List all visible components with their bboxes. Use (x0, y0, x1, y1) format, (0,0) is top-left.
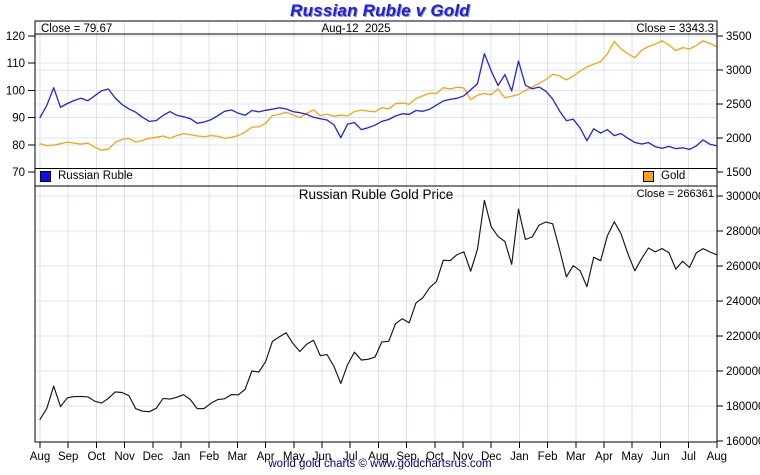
axis-tick-label: 90 (12, 113, 25, 125)
axis-tick-label: Dec (143, 451, 164, 463)
axis-tick-label: 120 (6, 31, 25, 43)
axis-tick-label: 1500 (726, 167, 752, 179)
axis-tick-label: 300000 (726, 191, 760, 203)
axis-tick-label: Oct (426, 451, 445, 463)
axis-tick-label: Jun (313, 451, 332, 463)
gold-close-label: Close = 3343.3 (636, 23, 714, 35)
axis-tick-label: Nov (453, 451, 474, 463)
panel-borders (34, 20, 718, 443)
axis-tick-label: Aug (368, 451, 388, 463)
axis-tick-label: Jan (172, 451, 191, 463)
axis-tick-label: Aug (707, 451, 727, 463)
axis-tick-label: Feb (538, 451, 558, 463)
ruble-gold-price-line (39, 199, 718, 420)
gold-line (39, 40, 718, 151)
axis-tick-label: 2500 (726, 99, 752, 111)
axis-tick-label: Mar (566, 451, 586, 463)
axis-tick-label: 110 (7, 58, 25, 70)
axis-tick-label: Apr (595, 451, 613, 463)
legend-ruble: Russian Ruble (40, 170, 133, 182)
ruble-close-label: Close = 79.67 (41, 23, 113, 35)
axis-tick-label: May (621, 451, 643, 463)
axis-tick-label: 3500 (726, 31, 752, 43)
legend-gold: Gold (643, 170, 685, 182)
axis-tick-label: Jun (651, 451, 670, 463)
axis-tick-label: 260000 (726, 261, 760, 273)
legend-ruble-label: Russian Ruble (58, 170, 133, 182)
axis-tick-label: Oct (87, 451, 106, 463)
axis-tick-label: Feb (199, 451, 219, 463)
axis-tick-label: 100 (6, 85, 25, 97)
axis-tick-label: 3000 (726, 65, 752, 77)
ruble-swatch-icon (40, 170, 51, 182)
axis-tick-label: 200000 (726, 366, 760, 378)
gridlines (35, 21, 717, 442)
footer-credit: world gold charts © www.goldchartsrus.co… (268, 458, 492, 470)
gold-swatch-icon (643, 170, 654, 182)
axis-ticks (28, 35, 723, 448)
bottom-panel-title: Russian Ruble Gold Price (298, 187, 454, 202)
axis-tick-label: Nov (114, 451, 135, 463)
axis-tick-label: 2000 (726, 133, 752, 145)
ruble-gold-close-label: Close = 266361 (636, 188, 714, 200)
axis-tick-label: Mar (227, 451, 247, 463)
legend-gold-label: Gold (661, 170, 686, 182)
axis-tick-label: Jan (510, 451, 529, 463)
axis-tick-label: 70 (12, 167, 25, 179)
axis-tick-label: Apr (257, 451, 275, 463)
axis-tick-label: Aug (30, 451, 50, 463)
axis-tick-label: Sep (58, 451, 78, 463)
axis-tick-label: Dec (481, 451, 502, 463)
axis-tick-label: 280000 (726, 226, 760, 238)
axis-tick-label: 180000 (726, 401, 760, 413)
axis-tick-label: 80 (12, 140, 25, 152)
axis-tick-label: Sep (396, 451, 416, 463)
axis-tick-label: 220000 (726, 331, 760, 343)
page-title: Russian Ruble v Gold (290, 1, 470, 20)
axis-tick-label: May (283, 451, 305, 463)
axis-labels: 120 110 100 90 80 70 3500 3000 2500 2000 1500 30000… (6, 31, 760, 463)
axis-tick-label: 240000 (726, 296, 760, 308)
axis-tick-label: 160000 (726, 436, 760, 448)
ruble-line (39, 53, 718, 151)
date-label: Aug-12 2025 (321, 23, 391, 35)
axis-tick-label: Jul (681, 451, 696, 463)
axis-tick-label: Jul (343, 451, 358, 463)
